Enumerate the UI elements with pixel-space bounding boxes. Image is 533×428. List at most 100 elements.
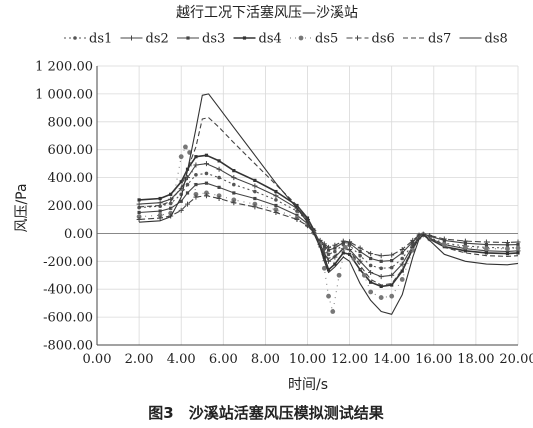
legend-item-ds8: ds8	[459, 32, 508, 47]
data-point-ds5	[368, 289, 374, 295]
y-tick-label: 400.00	[48, 171, 94, 186]
data-point-ds5	[273, 207, 279, 213]
data-point-ds4	[379, 284, 383, 289]
data-point-ds4	[253, 178, 257, 182]
data-point-ds1	[232, 182, 236, 187]
data-point-ds5	[216, 193, 222, 199]
data-point-ds4	[333, 262, 337, 266]
data-point-ds6	[504, 239, 510, 245]
data-point-ds6	[340, 238, 346, 244]
data-point-ds6	[326, 244, 332, 250]
data-point-ds6	[462, 238, 468, 244]
data-point-ds1	[185, 182, 190, 187]
legend-marker-ds6	[355, 35, 360, 41]
data-point-ds6	[332, 242, 338, 248]
data-point-ds5	[342, 244, 348, 250]
data-point-ds3	[484, 242, 489, 247]
data-point-ds2	[157, 200, 163, 206]
data-point-ds4	[516, 251, 520, 255]
data-point-ds6	[515, 239, 521, 245]
data-point-ds6	[178, 207, 184, 213]
x-tick-label: 16.00	[415, 352, 452, 367]
data-point-ds6	[273, 209, 279, 215]
data-point-ds6	[357, 245, 363, 251]
data-point-ds4	[158, 196, 162, 201]
legend-marker-ds3	[186, 36, 190, 40]
legend: ds1 ds2 ds3 ds4 ds5 ds6 ds7 ds8	[64, 32, 508, 47]
data-point-ds3	[390, 259, 394, 263]
data-point-ds6	[399, 246, 405, 252]
data-point-ds5	[252, 201, 258, 207]
legend-item-ds2: ds2	[120, 32, 169, 47]
legend-marker-ds4	[242, 36, 247, 40]
data-point-ds4	[348, 252, 352, 256]
figure-caption: 图3 沙溪站活塞风压模拟测试结果	[148, 404, 384, 422]
data-point-ds3	[185, 191, 190, 195]
data-point-ds5	[330, 309, 336, 314]
data-point-ds2	[216, 166, 222, 172]
data-point-ds6	[441, 236, 447, 242]
data-point-ds6	[420, 231, 426, 237]
data-point-ds3	[179, 199, 183, 203]
data-point-ds5	[326, 293, 331, 299]
data-point-ds6	[427, 232, 433, 238]
data-point-ds5	[336, 272, 342, 278]
data-point-ds4	[274, 189, 278, 194]
y-tick-label: -600.00	[43, 311, 93, 326]
data-point-ds1	[400, 256, 405, 261]
x-tick-label: 14.00	[373, 352, 410, 367]
data-point-ds6	[389, 252, 395, 258]
data-point-ds3	[326, 248, 331, 252]
data-point-ds2	[368, 269, 374, 275]
data-point-ds1	[274, 198, 278, 202]
data-point-ds4	[326, 268, 331, 272]
data-point-ds3	[400, 251, 404, 255]
data-point-ds5	[378, 295, 384, 300]
data-point-ds3	[204, 181, 209, 185]
x-tick-label: 10.00	[289, 352, 326, 367]
data-point-ds3	[194, 182, 198, 187]
data-point-ds3	[379, 259, 383, 263]
y-tick-label: 1 200.00	[35, 60, 93, 75]
data-point-ds3	[516, 242, 520, 247]
y-tick-label: 800.00	[48, 115, 94, 130]
x-axis-label: 时间/s	[288, 377, 328, 393]
legend-label-ds6: ds6	[372, 32, 395, 47]
data-point-ds5	[462, 244, 468, 250]
chart-title: 越行工况下活塞风压—沙溪站	[176, 4, 358, 21]
data-point-ds2	[231, 175, 237, 181]
legend-label-ds4: ds4	[259, 32, 282, 47]
data-point-ds1	[253, 189, 257, 194]
data-point-ds1	[168, 201, 173, 206]
data-point-ds3	[369, 256, 373, 261]
legend-label-ds7: ds7	[428, 32, 451, 47]
data-point-ds2	[136, 201, 142, 207]
series-layer	[136, 93, 521, 315]
legend-item-ds1: ds1	[64, 32, 112, 47]
y-tick-label: 1 000.00	[35, 87, 93, 102]
data-point-ds4	[341, 251, 345, 255]
series-line-ds1	[139, 172, 519, 269]
data-point-ds1	[204, 171, 209, 176]
data-point-ds4	[169, 192, 173, 196]
data-point-ds6	[294, 216, 300, 222]
y-tick-label: -400.00	[43, 283, 93, 298]
series-line-ds8	[139, 93, 519, 315]
data-point-ds2	[399, 261, 405, 267]
y-tick-label: 0.00	[64, 227, 93, 242]
x-tick-label: 4.00	[167, 352, 196, 367]
series-line-ds6	[139, 195, 519, 257]
data-point-ds1	[389, 265, 394, 270]
data-point-ds5	[427, 236, 432, 242]
legend-label-ds1: ds1	[89, 32, 112, 47]
data-point-ds2	[326, 258, 332, 264]
series-ds8	[139, 93, 519, 315]
series-line-ds5	[139, 146, 519, 312]
data-point-ds6	[321, 241, 327, 247]
data-point-ds4	[204, 153, 209, 157]
data-point-ds3	[358, 249, 362, 254]
data-point-ds3	[232, 191, 236, 195]
data-point-ds6	[252, 204, 258, 210]
data-point-ds4	[358, 268, 362, 272]
legend-label-ds3: ds3	[202, 32, 225, 47]
